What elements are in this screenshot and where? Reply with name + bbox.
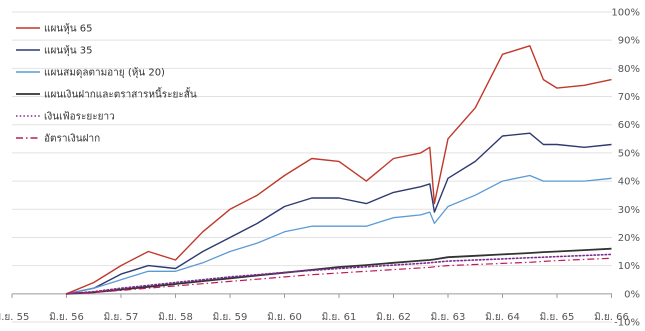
series-line-4 [66,247,612,295]
x-tick-label: มิ.ย. 61 [322,312,357,323]
x-tick-label: มิ.ย. 60 [267,312,302,323]
legend-label: แผนหุ้น 35 [44,45,92,57]
y-tick-label: 50% [618,148,640,159]
x-tick-label: มิ.ย. 59 [213,312,248,323]
y-tick-label: 10% [618,261,640,272]
x-tick-label: มิ.ย. 57 [104,312,139,323]
x-tick-label: มิ.ย. 55 [0,312,29,323]
x-tick-label: มิ.ย. 58 [158,312,193,323]
legend-label: แผนหุ้น 65 [44,23,92,35]
gridlines [12,11,612,323]
series-line-2 [66,132,612,295]
legend-label: อัตราเงินฝาก [44,134,100,145]
y-tick-label: 100% [611,8,640,19]
y-tick-label: -10% [614,318,640,329]
series-lines [65,45,613,295]
series-line-5 [65,253,613,295]
y-tick-label: 30% [618,205,640,216]
y-tick-label: 90% [618,36,640,47]
legend: แผนหุ้น 65 แผนหุ้น 35 แผนสมดุลตามอายุ (หุ้… [16,23,197,145]
legend-label: แผนสมดุลตามอายุ (หุ้น 20) [44,67,165,79]
series-line-6 [66,257,612,295]
y-tick-label: 40% [618,177,640,188]
legend-label: เงินเฟ้อระยะยาว [44,111,115,123]
x-tick-label: มิ.ย. 56 [49,312,84,323]
x-axis: มิ.ย. 55 มิ.ย. 56 มิ.ย. 57 มิ.ย. 58 มิ.ย. 59… [0,293,629,323]
x-tick-label: มิ.ย. 63 [431,312,466,323]
series-line-3 [66,174,612,295]
x-tick-label: มิ.ย. 65 [540,312,575,323]
y-tick-label: 60% [618,120,640,131]
x-tick-label: มิ.ย. 64 [485,312,520,323]
x-tick-label: มิ.ย. 66 [594,312,629,323]
legend-label: แผนเงินฝากและตราสารหนี้ระยะสั้น [44,87,197,101]
y-tick-label: 0% [624,289,640,300]
series-line-1 [66,45,612,295]
y-axis-tick-labels: -10% 0% 10% 20% 30% 40% 50% 60% 70% 80% 90% 100% [611,8,640,329]
y-tick-label: 80% [618,64,640,75]
y-tick-label: 20% [618,233,640,244]
y-tick-label: 70% [618,92,640,103]
x-tick-label: มิ.ย. 62 [376,312,411,323]
